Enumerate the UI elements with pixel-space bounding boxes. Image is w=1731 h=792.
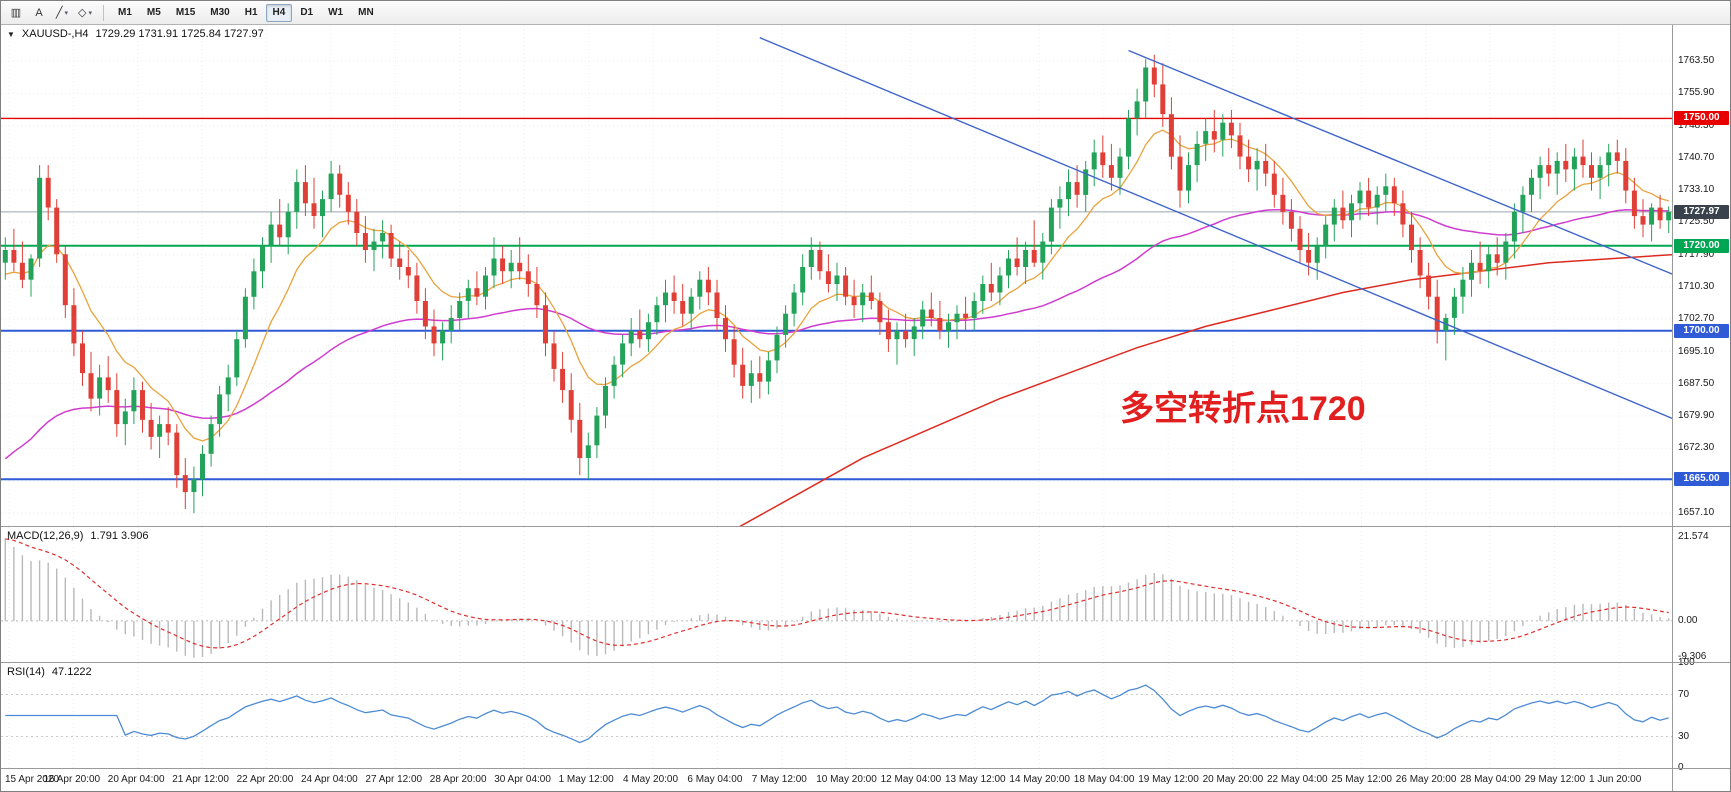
price-tick-label: 1702.70: [1678, 313, 1715, 325]
rsi-scale-label: 0: [1678, 762, 1684, 773]
price-chart-canvas[interactable]: 多空转折点1720: [1, 25, 1673, 526]
price-tick-label: 1710.30: [1678, 281, 1715, 292]
price-tick-label: 1657.10: [1678, 506, 1715, 518]
price-tick-label: 1695.10: [1678, 345, 1715, 357]
time-axis-label: 4 May 20:00: [623, 774, 679, 785]
time-axis-label: 24 Apr 04:00: [301, 774, 358, 785]
symbol-label: XAUUSD-,H4: [21, 28, 89, 40]
time-axis-label: 15 Apr 2020: [5, 774, 59, 785]
price-tick-label: 1672.30: [1678, 442, 1715, 454]
timeframe-H4-button[interactable]: H4: [265, 3, 293, 22]
toolbar: ▥ A ╱ ▾ ◇ ▾ M1 M5 M15 M30 H1 H4 D1 W1 MN: [1, 1, 1730, 25]
annotation-text: 多空转折点1720: [1120, 390, 1366, 428]
macd-values: 1.791 3.906: [90, 530, 149, 542]
time-axis-label: 28 May 04:00: [1460, 774, 1521, 785]
timeframe-D1-button[interactable]: D1: [300, 7, 314, 18]
time-axis-label: 6 May 04:00: [687, 774, 743, 785]
time-axis-label: 1 Jun 20:00: [1589, 774, 1642, 785]
rsi-scale-label: 70: [1678, 688, 1690, 700]
drawing-tool-group: ▥ A ╱ ▾ ◇ ▾: [5, 3, 96, 23]
chart-window-icon[interactable]: ▥: [10, 7, 22, 19]
timeframe-M1-button[interactable]: M1: [118, 7, 132, 18]
time-axis-label: 20 May 20:00: [1202, 774, 1264, 785]
macd-name: MACD(12,26,9): [7, 530, 84, 542]
price-level-badge: 1720.00: [1674, 238, 1729, 253]
time-axis-label: 21 Apr 12:00: [172, 774, 229, 785]
timeframe-MN-button[interactable]: MN: [358, 7, 374, 18]
time-axis-label: 27 Apr 12:00: [365, 774, 423, 785]
price-level-badge: 1665.00: [1674, 472, 1729, 487]
rsi-value: 47.1222: [51, 666, 92, 678]
price-tick-label: 1748.30: [1678, 119, 1715, 131]
timeframe-M15-button[interactable]: M15: [175, 7, 196, 18]
price-tick-label: 1687.50: [1678, 377, 1715, 389]
price-tick-label: 1755.90: [1678, 87, 1715, 99]
timeframe-buttons: M1 M5 M15 M30 H1 H4 D1 W1 MN: [111, 3, 381, 22]
price-level-badge: 1750.00: [1674, 111, 1729, 126]
pane-separator[interactable]: [1, 662, 1730, 663]
time-axis-label: 22 May 04:00: [1267, 774, 1328, 785]
trendline-tool[interactable]: ╱ ▾: [55, 7, 69, 19]
timeframe-W1-button[interactable]: W1: [328, 7, 344, 18]
current-price-badge: 1727.97: [1674, 204, 1729, 219]
time-axis-label: 19 May 12:00: [1138, 774, 1199, 785]
price-tick-label: 1717.90: [1678, 248, 1715, 260]
time-axis-label: 14 May 20:00: [1009, 774, 1070, 785]
chevron-down-icon: ▾: [64, 9, 69, 17]
time-axis-label: 20 Apr 04:00: [107, 774, 165, 785]
price-level-badge: 1700.00: [1674, 323, 1729, 338]
shapes-tool[interactable]: ◇ ▾: [78, 7, 92, 19]
timeframe-M5-button[interactable]: M5: [146, 7, 161, 18]
price-chart-pane[interactable]: ▼ XAUUSD-,H4 1729.29 1731.91 1725.84 172…: [1, 25, 1673, 526]
price-tick-label: 1725.50: [1678, 216, 1715, 228]
pane-separator: [1, 768, 1730, 769]
time-axis[interactable]: 15 Apr 2020 16 Apr 20:00 20 Apr 04:00 21 Ap…: [1, 769, 1673, 791]
rsi-name: RSI(14): [7, 666, 45, 678]
macd-label: MACD(12,26,9) 1.791 3.906: [7, 530, 149, 542]
time-axis-label: 22 Apr 20:00: [236, 774, 294, 785]
time-axis-label: 26 May 20:00: [1395, 774, 1457, 785]
time-axis-label: 10 May 20:00: [816, 774, 877, 785]
macd-scale-label: 21.574: [1678, 530, 1709, 542]
time-axis-label: 1 May 12:00: [558, 774, 614, 785]
text-tool[interactable]: A: [35, 6, 43, 19]
time-axis-label: 13 May 12:00: [945, 774, 1006, 785]
rsi-pane[interactable]: RSI(14) 47.1222: [1, 663, 1673, 768]
time-axis-label: 29 May 12:00: [1524, 774, 1586, 785]
timeframe-H1-button[interactable]: H1: [244, 7, 258, 18]
macd-scale-label: -9.306: [1678, 651, 1707, 663]
price-tick-label: 1679.90: [1678, 410, 1715, 421]
price-tick-label: 1763.50: [1678, 55, 1715, 67]
time-axis-label: 7 May 12:00: [751, 774, 807, 785]
rsi-scale-label: 30: [1678, 730, 1690, 742]
macd-canvas[interactable]: [1, 527, 1673, 662]
price-scale[interactable]: 1763.50 1755.90 1748.30 1740.70 1733.10 1725.…: [1672, 25, 1730, 791]
symbol-dropdown-icon[interactable]: ▼: [7, 29, 15, 39]
chevron-down-icon: ▾: [88, 9, 92, 17]
time-axis-label: 18 May 04:00: [1073, 774, 1135, 785]
macd-pane[interactable]: MACD(12,26,9) 1.791 3.906: [1, 527, 1673, 662]
time-axis-label: 12 May 04:00: [880, 774, 942, 785]
timeframe-M30-button[interactable]: M30: [210, 7, 230, 18]
time-axis-label: 16 Apr 20:00: [43, 774, 101, 785]
pane-separator[interactable]: [1, 526, 1730, 527]
toolbar-separator: [103, 4, 104, 21]
rsi-canvas[interactable]: [1, 663, 1673, 768]
time-axis-label: 30 Apr 04:00: [494, 774, 551, 785]
price-tick-label: 1740.70: [1678, 151, 1715, 163]
ohlc-values: 1729.29 1731.91 1725.84 1727.97: [95, 28, 264, 40]
macd-scale-label: 0.00: [1678, 614, 1698, 626]
time-axis-label: 28 Apr 20:00: [429, 774, 487, 785]
price-tick-label: 1733.10: [1678, 184, 1715, 196]
chart-title: ▼ XAUUSD-,H4 1729.29 1731.91 1725.84 172…: [7, 28, 264, 40]
time-axis-label: 25 May 12:00: [1331, 774, 1392, 785]
rsi-label: RSI(14) 47.1222: [7, 666, 92, 678]
